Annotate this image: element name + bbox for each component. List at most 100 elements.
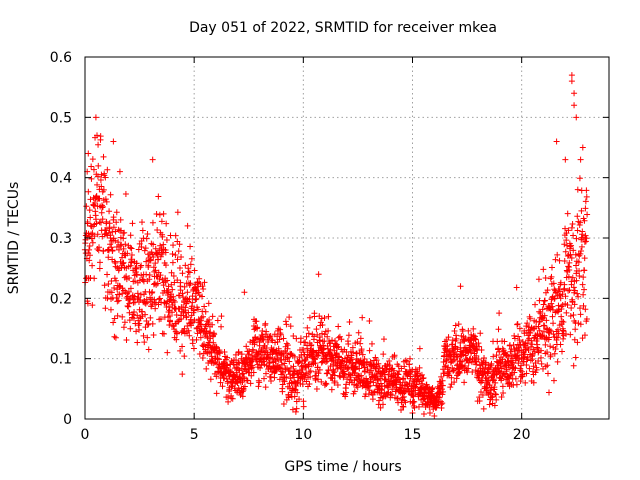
data-point — [560, 286, 567, 293]
data-point — [178, 315, 185, 322]
data-point — [123, 337, 130, 344]
data-point — [259, 328, 266, 335]
data-point — [300, 347, 307, 354]
data-point — [560, 318, 567, 325]
data-point — [130, 315, 137, 322]
data-point — [296, 396, 303, 403]
data-point — [153, 211, 160, 218]
data-point — [241, 289, 248, 296]
data-point — [415, 403, 422, 410]
data-point — [315, 271, 322, 278]
data-point — [158, 218, 165, 225]
data-point — [563, 237, 570, 244]
data-point — [469, 368, 476, 375]
data-point — [365, 391, 372, 398]
data-point — [495, 326, 502, 333]
data-point — [407, 355, 414, 362]
data-point — [235, 366, 242, 373]
data-point — [142, 245, 149, 252]
data-point — [85, 230, 92, 237]
data-point — [152, 305, 159, 312]
data-point — [286, 314, 293, 321]
data-point — [197, 334, 204, 341]
data-point — [221, 348, 228, 355]
data-point — [250, 347, 257, 354]
data-point — [551, 295, 558, 302]
data-point — [493, 396, 500, 403]
data-point — [562, 330, 569, 337]
data-point — [539, 306, 546, 313]
data-point — [303, 378, 310, 385]
data-point — [239, 378, 246, 385]
data-point — [160, 282, 167, 289]
data-point — [354, 381, 361, 388]
data-point — [439, 382, 446, 389]
data-point — [334, 344, 341, 351]
data-point — [117, 216, 124, 223]
data-point — [227, 368, 234, 375]
data-point — [561, 285, 568, 292]
data-point — [523, 361, 530, 368]
data-point — [99, 216, 106, 223]
data-point — [329, 352, 336, 359]
data-point — [398, 407, 405, 414]
data-point — [554, 326, 561, 333]
data-point — [542, 341, 549, 348]
data-point — [321, 314, 328, 321]
data-point — [262, 370, 269, 377]
data-point — [536, 327, 543, 334]
data-point — [499, 345, 506, 352]
data-point — [115, 239, 122, 246]
data-point — [328, 386, 335, 393]
data-point — [216, 350, 223, 357]
data-point — [276, 376, 283, 383]
data-point — [473, 352, 480, 359]
data-point — [573, 262, 580, 269]
data-point — [571, 301, 578, 308]
data-point — [344, 366, 351, 373]
data-point — [85, 188, 92, 195]
x-tick-label: 20 — [513, 427, 531, 443]
y-tick-label: 0.6 — [50, 50, 72, 66]
data-point — [98, 171, 105, 178]
data-point — [280, 400, 287, 407]
data-point — [324, 370, 331, 377]
data-point — [126, 309, 133, 316]
data-point — [402, 399, 409, 406]
data-point — [149, 219, 156, 226]
data-point — [127, 325, 134, 332]
data-point — [154, 226, 161, 233]
data-point — [144, 334, 151, 341]
data-point — [105, 254, 112, 261]
data-point — [479, 377, 486, 384]
data-point — [248, 358, 255, 365]
data-point — [138, 262, 145, 269]
data-point — [527, 315, 534, 322]
data-point — [553, 290, 560, 297]
data-point — [200, 313, 207, 320]
data-point — [128, 245, 135, 252]
data-point — [406, 361, 413, 368]
data-point — [154, 252, 161, 259]
data-point — [89, 302, 96, 309]
data-point — [285, 394, 292, 401]
data-point — [240, 386, 247, 393]
data-point — [547, 351, 554, 358]
data-point — [536, 308, 543, 315]
data-point — [579, 228, 586, 235]
data-point — [559, 291, 566, 298]
data-point — [170, 242, 177, 249]
data-point — [107, 191, 114, 198]
data-point — [213, 344, 220, 351]
data-point — [323, 380, 330, 387]
data-point — [157, 272, 164, 279]
data-point — [115, 226, 122, 233]
data-point — [580, 302, 587, 309]
data-point — [532, 301, 539, 308]
data-point — [136, 326, 143, 333]
data-point — [540, 301, 547, 308]
data-point — [111, 258, 118, 265]
data-point — [133, 260, 140, 267]
data-point — [554, 251, 561, 258]
data-point — [169, 286, 176, 293]
